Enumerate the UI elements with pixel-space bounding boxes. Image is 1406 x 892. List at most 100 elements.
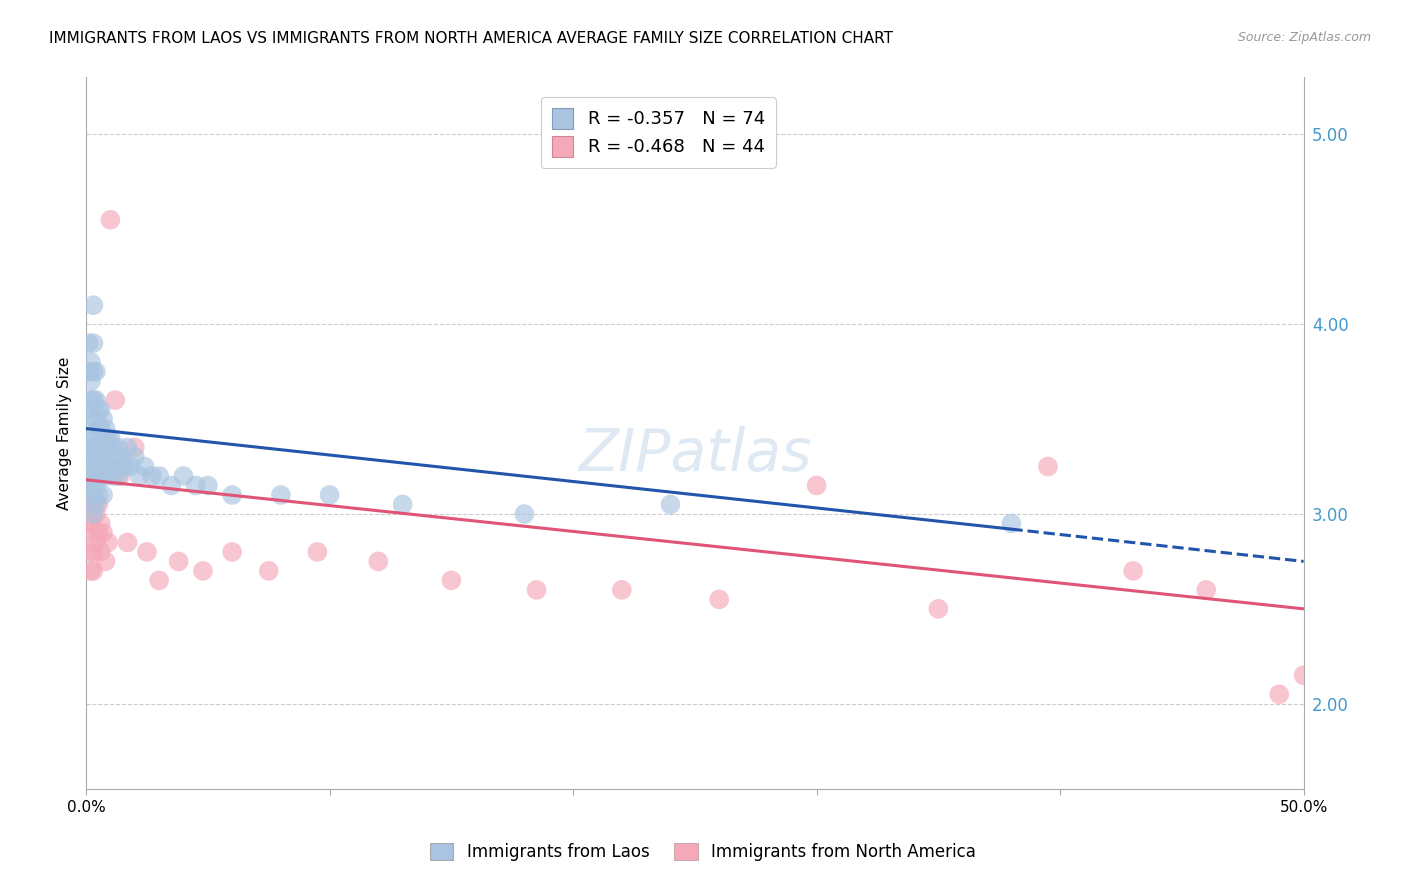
Point xyxy=(82,488,104,502)
Point xyxy=(87,421,110,435)
Y-axis label: Average Family Size: Average Family Size xyxy=(58,357,72,510)
Point xyxy=(118,459,141,474)
Point xyxy=(80,488,103,502)
Point xyxy=(134,459,156,474)
Point xyxy=(391,498,413,512)
Point xyxy=(141,469,163,483)
Point xyxy=(184,478,207,492)
Point xyxy=(1122,564,1144,578)
Point xyxy=(148,574,170,588)
Point xyxy=(80,355,103,369)
Point xyxy=(101,469,124,483)
Point xyxy=(90,450,112,464)
Point xyxy=(94,421,117,435)
Point xyxy=(927,602,949,616)
Point xyxy=(82,365,104,379)
Point xyxy=(87,469,110,483)
Point xyxy=(107,469,129,483)
Point xyxy=(87,525,110,540)
Point xyxy=(191,564,214,578)
Point xyxy=(90,516,112,531)
Point xyxy=(172,469,194,483)
Point xyxy=(197,478,219,492)
Point xyxy=(94,441,117,455)
Point xyxy=(806,478,828,492)
Point xyxy=(100,212,122,227)
Point xyxy=(1268,687,1291,701)
Text: ZIPatlas: ZIPatlas xyxy=(578,426,811,483)
Point xyxy=(77,402,100,417)
Point xyxy=(82,498,104,512)
Point xyxy=(90,421,112,435)
Point xyxy=(87,402,110,417)
Point xyxy=(84,441,107,455)
Point xyxy=(84,498,107,512)
Point xyxy=(80,374,103,388)
Point xyxy=(367,554,389,568)
Point xyxy=(82,393,104,408)
Point xyxy=(1195,582,1218,597)
Point xyxy=(84,459,107,474)
Point xyxy=(124,441,146,455)
Point xyxy=(80,564,103,578)
Point xyxy=(84,478,107,492)
Point xyxy=(1000,516,1022,531)
Point xyxy=(318,488,340,502)
Point xyxy=(107,441,129,455)
Point xyxy=(610,582,633,597)
Point xyxy=(91,459,114,474)
Point xyxy=(77,441,100,455)
Point xyxy=(117,535,139,549)
Point xyxy=(221,488,243,502)
Point xyxy=(87,498,110,512)
Point xyxy=(91,525,114,540)
Point xyxy=(94,554,117,568)
Point xyxy=(104,393,127,408)
Point xyxy=(513,507,536,521)
Point xyxy=(257,564,280,578)
Point xyxy=(87,450,110,464)
Point xyxy=(87,488,110,502)
Point xyxy=(100,431,122,445)
Point xyxy=(659,498,682,512)
Point xyxy=(307,545,329,559)
Point xyxy=(80,469,103,483)
Point xyxy=(136,545,159,559)
Point xyxy=(94,469,117,483)
Text: Source: ZipAtlas.com: Source: ZipAtlas.com xyxy=(1237,31,1371,45)
Point xyxy=(100,459,122,474)
Legend: R = -0.357   N = 74, R = -0.468   N = 44: R = -0.357 N = 74, R = -0.468 N = 44 xyxy=(541,97,776,168)
Point xyxy=(80,431,103,445)
Point xyxy=(80,516,103,531)
Point xyxy=(108,469,131,483)
Point xyxy=(97,431,120,445)
Point xyxy=(82,336,104,351)
Point xyxy=(167,554,190,568)
Point xyxy=(82,507,104,521)
Point xyxy=(82,545,104,559)
Point xyxy=(114,459,136,474)
Point xyxy=(128,469,150,483)
Legend: Immigrants from Laos, Immigrants from North America: Immigrants from Laos, Immigrants from No… xyxy=(423,836,983,868)
Text: IMMIGRANTS FROM LAOS VS IMMIGRANTS FROM NORTH AMERICA AVERAGE FAMILY SIZE CORREL: IMMIGRANTS FROM LAOS VS IMMIGRANTS FROM … xyxy=(49,31,893,46)
Point xyxy=(124,450,146,464)
Point xyxy=(82,450,104,464)
Point xyxy=(270,488,292,502)
Point xyxy=(101,441,124,455)
Point xyxy=(104,450,127,464)
Point xyxy=(77,336,100,351)
Point xyxy=(80,393,103,408)
Point xyxy=(91,431,114,445)
Point xyxy=(117,441,139,455)
Point xyxy=(91,488,114,502)
Point xyxy=(77,516,100,531)
Point xyxy=(709,592,731,607)
Point xyxy=(1036,459,1059,474)
Point xyxy=(440,574,463,588)
Point xyxy=(221,545,243,559)
Point xyxy=(77,365,100,379)
Point xyxy=(84,535,107,549)
Point xyxy=(77,498,100,512)
Point xyxy=(84,393,107,408)
Point xyxy=(80,488,103,502)
